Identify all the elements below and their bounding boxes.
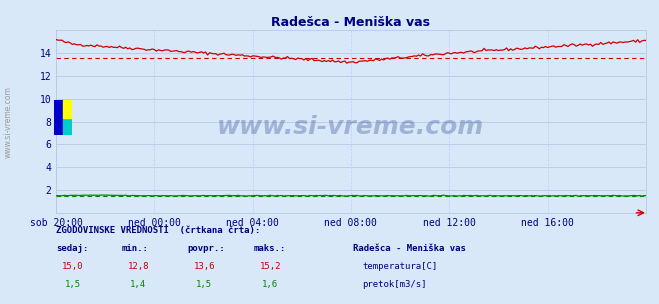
Text: Radešca - Meniška vas: Radešca - Meniška vas xyxy=(353,244,465,253)
Text: 12,8: 12,8 xyxy=(128,262,149,271)
Text: 15,0: 15,0 xyxy=(62,262,83,271)
Text: 13,6: 13,6 xyxy=(194,262,215,271)
Text: ZGODOVINSKE VREDNOSTI  (črtkana črta):: ZGODOVINSKE VREDNOSTI (črtkana črta): xyxy=(56,226,260,235)
Title: Radešca - Meniška vas: Radešca - Meniška vas xyxy=(272,16,430,29)
Text: 1,4: 1,4 xyxy=(130,280,146,289)
Text: pretok[m3/s]: pretok[m3/s] xyxy=(362,280,427,289)
Text: www.si-vreme.com: www.si-vreme.com xyxy=(3,86,13,157)
Text: 1,6: 1,6 xyxy=(262,280,278,289)
Bar xyxy=(54,100,63,135)
Text: maks.:: maks.: xyxy=(254,244,286,253)
Text: 15,2: 15,2 xyxy=(260,262,281,271)
Bar xyxy=(63,118,72,135)
Bar xyxy=(63,100,72,118)
Text: min.:: min.: xyxy=(122,244,149,253)
Text: 1,5: 1,5 xyxy=(65,280,80,289)
Text: povpr.:: povpr.: xyxy=(188,244,225,253)
Text: sedaj:: sedaj: xyxy=(56,244,88,253)
Text: www.si-vreme.com: www.si-vreme.com xyxy=(217,115,484,139)
Text: 1,5: 1,5 xyxy=(196,280,212,289)
Text: temperatura[C]: temperatura[C] xyxy=(362,262,438,271)
